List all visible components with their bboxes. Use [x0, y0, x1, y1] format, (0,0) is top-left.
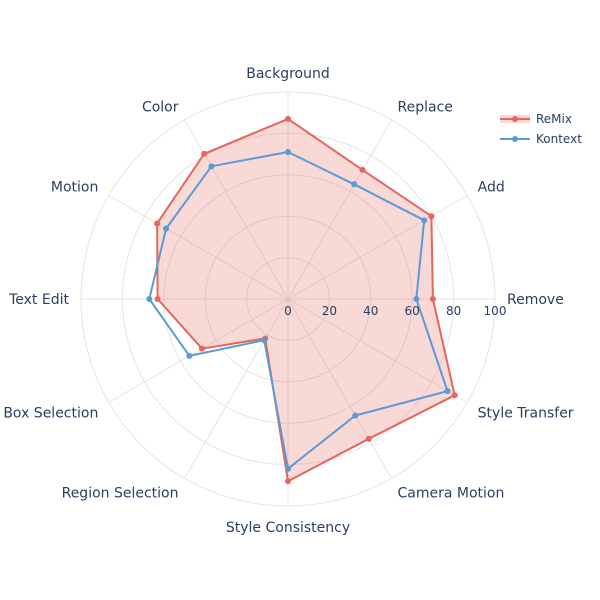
spoke-box-selection [108, 298, 289, 403]
point-kontext-camera-motion[interactable] [352, 412, 359, 419]
axis-labels: Background Replace Add Remove Style Transfer… [3, 66, 573, 536]
spoke-color [184, 119, 289, 300]
point-kontext-add[interactable] [421, 217, 428, 224]
point-kontext-style-transfer[interactable] [444, 388, 451, 395]
point-kontext-motion[interactable] [163, 225, 170, 232]
axis-label-style-consistency: Style Consistency [226, 520, 350, 536]
point-kontext-background[interactable] [285, 149, 291, 156]
axis-label-add: Add [478, 180, 505, 196]
spoke-region-selection [184, 298, 289, 479]
legend-label-kontext: Kontext [536, 132, 582, 146]
radial-tick-labels: 0 20 40 60 80 100 [284, 304, 506, 318]
point-kontext-style-consistency[interactable] [285, 465, 291, 472]
series-area-remix [156, 117, 456, 483]
spoke-add [287, 195, 468, 300]
spoke-motion [108, 195, 289, 300]
radial-tick-0: 0 [284, 304, 292, 318]
radial-tick-40: 40 [363, 304, 378, 318]
axis-label-style-transfer: Style Transfer [478, 406, 574, 422]
point-kontext-remove[interactable] [413, 296, 420, 302]
point-remix-motion[interactable] [154, 220, 161, 227]
spoke-replace [287, 119, 392, 300]
axis-label-background: Background [246, 66, 330, 82]
legend-label-remix: ReMix [536, 112, 572, 126]
point-kontext-box-selection[interactable] [186, 352, 193, 359]
axis-label-replace: Replace [398, 99, 453, 115]
radial-tick-80: 80 [446, 304, 461, 318]
legend-item-remix[interactable]: ReMix [500, 109, 582, 129]
point-kontext-color[interactable] [208, 163, 215, 170]
point-remix-style-consistency[interactable] [285, 478, 291, 485]
axis-label-camera-motion: Camera Motion [398, 486, 505, 502]
legend-swatch-kontext [500, 136, 530, 142]
axis-label-remove: Remove [507, 292, 564, 308]
point-kontext-text-edit[interactable] [146, 296, 153, 302]
radial-tick-20: 20 [322, 304, 337, 318]
axis-label-color: Color [142, 99, 179, 115]
legend-swatch-remix [500, 115, 530, 123]
axis-label-region-selection: Region Selection [62, 486, 179, 502]
point-remix-text-edit[interactable] [154, 296, 161, 302]
legend: ReMix Kontext [500, 109, 582, 149]
point-kontext-region-selection[interactable] [261, 337, 268, 344]
point-kontext-replace[interactable] [351, 181, 358, 188]
radial-tick-100: 100 [484, 304, 507, 318]
point-remix-replace[interactable] [359, 166, 366, 173]
point-remix-background[interactable] [285, 115, 291, 122]
point-remix-color[interactable] [201, 150, 208, 157]
point-remix-add[interactable] [428, 213, 435, 220]
point-remix-box-selection[interactable] [198, 345, 205, 352]
legend-item-kontext[interactable]: Kontext [500, 129, 582, 149]
series-layer [146, 115, 458, 485]
axis-label-motion: Motion [51, 180, 98, 196]
radial-tick-60: 60 [405, 304, 420, 318]
point-remix-style-transfer[interactable] [451, 392, 458, 399]
axis-label-box-selection: Box Selection [3, 406, 98, 422]
axis-label-text-edit: Text Edit [8, 292, 69, 308]
spoke-style-transfer [287, 298, 468, 403]
point-remix-remove[interactable] [429, 296, 436, 302]
point-remix-camera-motion[interactable] [365, 435, 372, 442]
spoke-camera-motion [287, 298, 392, 479]
